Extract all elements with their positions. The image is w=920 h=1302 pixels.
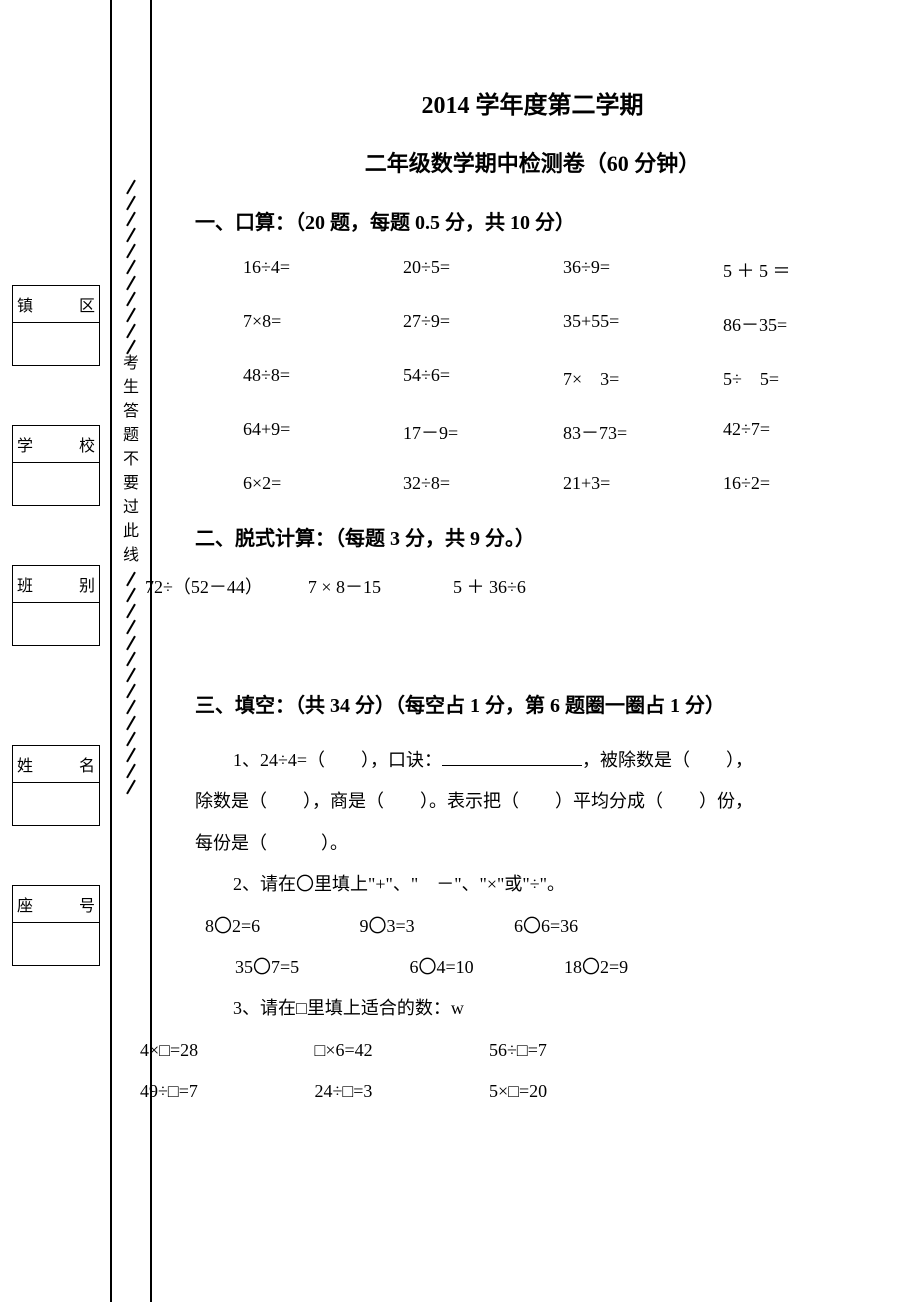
info-label: 学 校 bbox=[13, 426, 99, 463]
info-box-class: 班 别 bbox=[12, 565, 100, 646]
info-fill[interactable] bbox=[13, 923, 99, 965]
vertical-char: 过 bbox=[123, 500, 139, 516]
q3-row1: 4×□=28 □×6=42 56÷□=7 bbox=[140, 1030, 900, 1071]
q1-part2: 除数是（ ），商是（ ）。表示把（ ）平均分成（ ）份， bbox=[195, 791, 753, 811]
info-fill[interactable] bbox=[13, 463, 99, 505]
q2-row1: 8〇2=6 9〇3=3 6〇6=36 bbox=[165, 906, 900, 947]
info-fill[interactable] bbox=[13, 603, 99, 645]
calc-item: 64+9= bbox=[243, 419, 403, 445]
calc-item: 83－73= bbox=[563, 419, 723, 445]
info-label: 姓 名 bbox=[13, 746, 99, 783]
fill-blank[interactable] bbox=[442, 748, 582, 766]
info-box-school: 学 校 bbox=[12, 425, 100, 506]
vertical-char: 生 bbox=[123, 380, 139, 396]
calc-item: 16÷4= bbox=[243, 257, 403, 283]
calc-item: 16÷2= bbox=[723, 473, 770, 494]
calc-item: 5÷ 5= bbox=[723, 365, 779, 391]
section2-header: 二、脱式计算：（每题 3 分，共 9 分。） bbox=[165, 522, 900, 551]
calc-item: 36÷9= bbox=[563, 257, 723, 283]
calc-item: 20÷5= bbox=[403, 257, 563, 283]
step-calc-row: 72÷（52－44） 7 × 8－15 5 ＋ 36÷6 bbox=[145, 573, 900, 599]
q1-part3: 每份是（ ）。 bbox=[195, 833, 348, 853]
calc-item: 6×2= bbox=[243, 473, 403, 494]
calc-item: 27÷9= bbox=[403, 311, 563, 337]
vertical-char: 考 bbox=[123, 356, 139, 372]
calc-row: 6×2= 32÷8= 21+3= 16÷2= bbox=[165, 473, 900, 494]
vertical-char: 答 bbox=[123, 404, 139, 420]
q3-row2: 49÷□=7 24÷□=3 5×□=20 bbox=[140, 1071, 900, 1112]
vertical-char: 线 bbox=[123, 548, 139, 564]
calc-item: 17－9= bbox=[403, 419, 563, 445]
calc-item: 21+3= bbox=[563, 473, 723, 494]
exam-subtitle: 二年级数学期中检测卷（60 分钟） bbox=[165, 146, 900, 178]
q3-header: 3、请在□里填上适合的数：w bbox=[165, 988, 900, 1029]
section1-header: 一、口算：（20 题，每题 0.5 分，共 10 分） bbox=[165, 206, 900, 235]
vertical-char: 题 bbox=[123, 428, 139, 444]
calc-row: 64+9= 17－9= 83－73= 42÷7= bbox=[165, 419, 900, 445]
info-label: 班 别 bbox=[13, 566, 99, 603]
vertical-char: 不 bbox=[123, 452, 139, 468]
vertical-char: 此 bbox=[123, 524, 139, 540]
calc-row: 48÷8= 54÷6= 7× 3= 5÷ 5= bbox=[165, 365, 900, 391]
info-box-seat: 座 号 bbox=[12, 885, 100, 966]
main-content: 2014 学年度第二学期 二年级数学期中检测卷（60 分钟） 一、口算：（20 … bbox=[165, 85, 900, 1113]
vertical-char: 要 bbox=[123, 476, 139, 492]
calc-item: 48÷8= bbox=[243, 365, 403, 391]
calc-item: 32÷8= bbox=[403, 473, 563, 494]
calc-row: 7×8= 27÷9= 35+55= 86－35= bbox=[165, 311, 900, 337]
calc-item: 86－35= bbox=[723, 311, 787, 337]
info-label: 座 号 bbox=[13, 886, 99, 923]
q1-part1b: ，被除数是（ ）， bbox=[582, 750, 753, 770]
calc-row: 16÷4= 20÷5= 36÷9= 5 ＋ 5 ＝ bbox=[165, 257, 900, 283]
exam-title: 2014 学年度第二学期 bbox=[165, 85, 900, 120]
info-box-zone: 镇 区 bbox=[12, 285, 100, 366]
calc-item: 35+55= bbox=[563, 311, 723, 337]
q1-text: 1、24÷4=（ ），口诀： ，被除数是（ ）， 除数是（ ），商是（ ）。表示把… bbox=[165, 740, 900, 864]
calc-item: 7× 3= bbox=[563, 365, 723, 391]
q1-part1: 1、24÷4=（ ），口诀： bbox=[195, 750, 442, 770]
info-fill[interactable] bbox=[13, 783, 99, 825]
info-box-name: 姓 名 bbox=[12, 745, 100, 826]
q2-row2: 35〇7=5 6〇4=10 18〇2=9 bbox=[165, 947, 900, 988]
section3-header: 三、填空：（共 34 分）（每空占 1 分，第 6 题圈一圈占 1 分） bbox=[165, 689, 900, 718]
calc-item: 5 ＋ 5 ＝ bbox=[723, 257, 791, 283]
q2-header: 2、请在〇里填上"+"、" －"、"×"或"÷"。 bbox=[165, 864, 900, 905]
calc-item: 54÷6= bbox=[403, 365, 563, 391]
calc-item: 42÷7= bbox=[723, 419, 770, 445]
calc-item: 7×8= bbox=[243, 311, 403, 337]
vertical-warning-strip: 考 生 答 题 不 要 过 此 线 bbox=[114, 180, 148, 796]
info-label: 镇 区 bbox=[13, 286, 99, 323]
info-fill[interactable] bbox=[13, 323, 99, 365]
